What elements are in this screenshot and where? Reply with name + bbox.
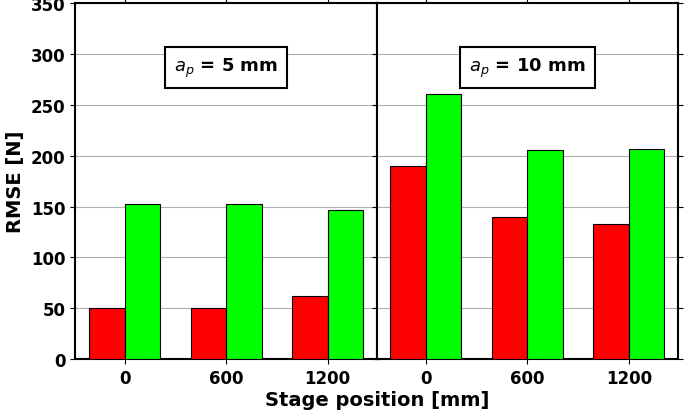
Text: $a_p$ = 10 mm: $a_p$ = 10 mm — [469, 57, 586, 80]
Bar — [593, 224, 629, 359]
Bar — [492, 217, 527, 359]
Bar — [226, 204, 262, 359]
Text: Stage position [mm]: Stage position [mm] — [264, 390, 489, 409]
Bar — [125, 204, 160, 359]
Bar — [327, 210, 363, 359]
Bar — [190, 309, 226, 359]
Bar — [527, 150, 563, 359]
Text: $a_p$ = 5 mm: $a_p$ = 5 mm — [174, 57, 278, 80]
Bar — [426, 95, 462, 359]
Bar — [390, 166, 426, 359]
Bar — [292, 297, 327, 359]
Y-axis label: RMSE [N]: RMSE [N] — [6, 131, 25, 233]
Bar — [629, 149, 664, 359]
Bar — [89, 309, 125, 359]
